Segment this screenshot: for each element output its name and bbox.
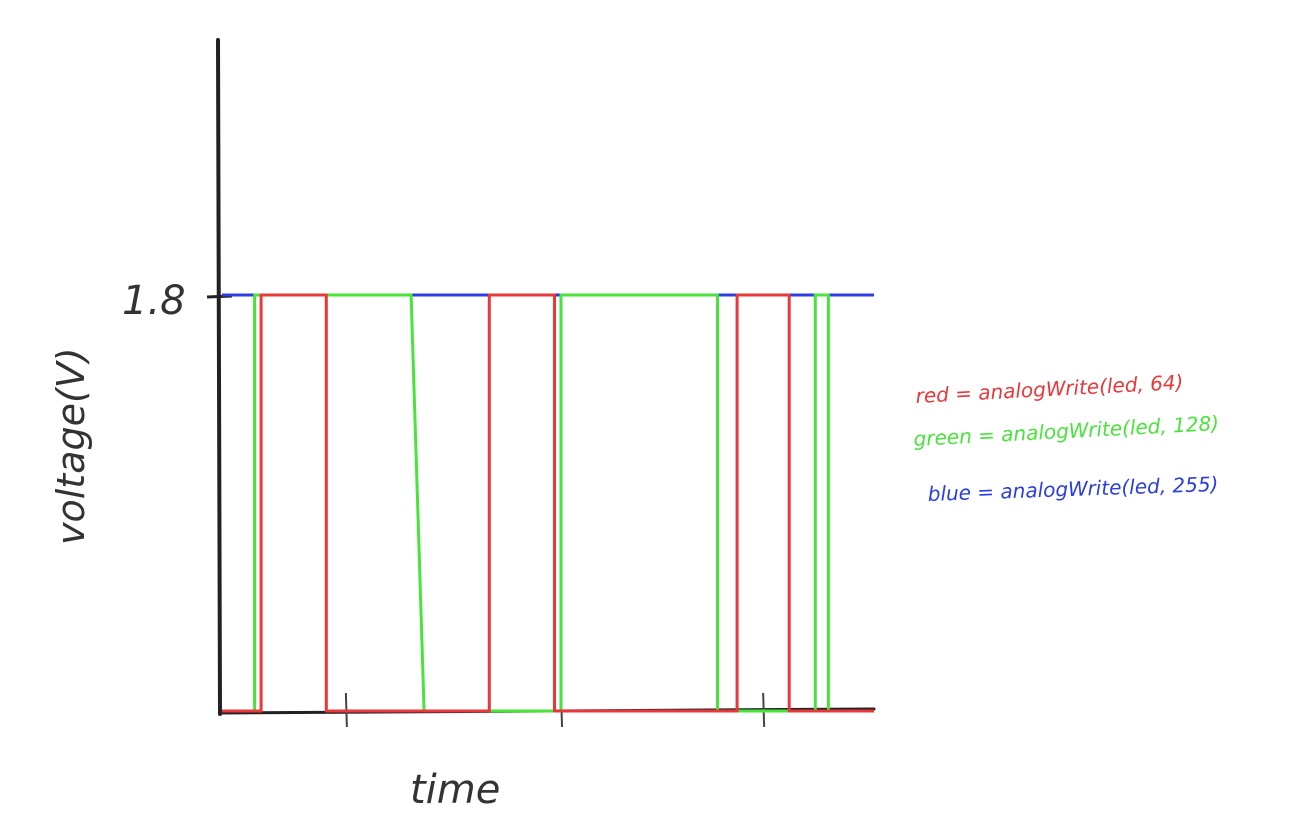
- legend-blue: blue = analogWrite(led, 255): [927, 472, 1218, 506]
- x-axis-label: time: [410, 767, 500, 813]
- legend: red = analogWrite(led, 64) green = analo…: [913, 370, 1220, 506]
- axes: [206, 38, 876, 716]
- y-axis: [216, 38, 222, 716]
- series-line-red: [222, 293, 874, 713]
- y-axis-label: voltage(V): [49, 347, 93, 545]
- y-tick-label: 1.8: [122, 278, 186, 324]
- legend-green: green = analogWrite(led, 128): [913, 411, 1220, 451]
- legend-red: red = analogWrite(led, 64): [915, 370, 1184, 408]
- series-layer: [222, 293, 874, 713]
- series-line-green: [222, 293, 874, 713]
- labels: 1.8 voltage(V) time: [49, 278, 500, 813]
